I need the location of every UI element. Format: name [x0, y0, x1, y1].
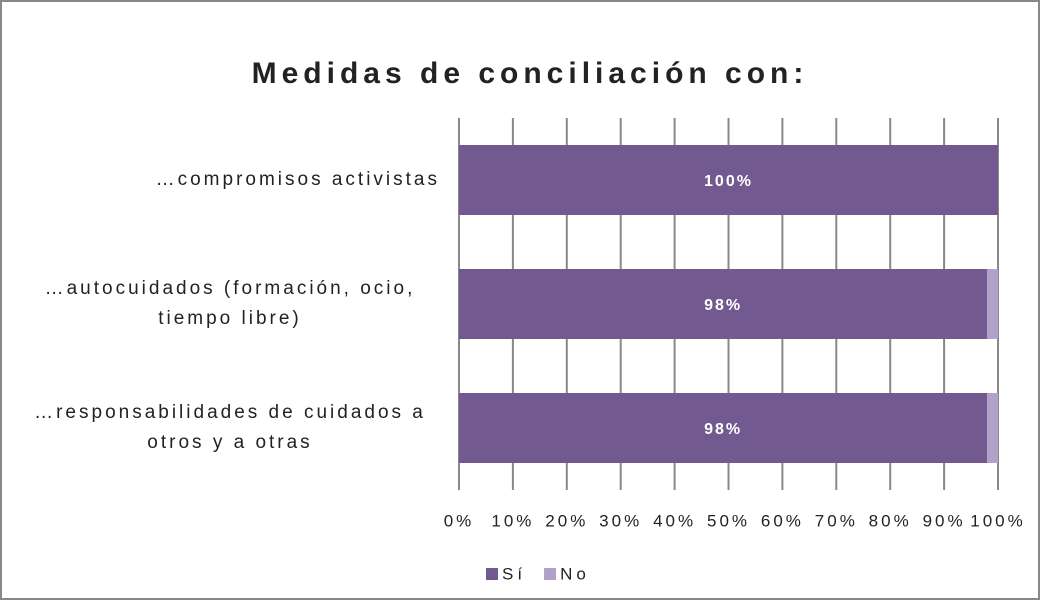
- data-label: 98%: [704, 297, 742, 314]
- x-tick-label: 0%: [444, 511, 475, 530]
- x-tick-label: 20%: [545, 511, 588, 530]
- x-tick-label: 80%: [869, 511, 912, 530]
- x-tick-label: 90%: [923, 511, 966, 530]
- data-label: 100%: [704, 173, 753, 190]
- chart-title: Medidas de conciliación con:: [252, 57, 809, 90]
- category-label-box: …autocuidados (formación, ocio, tiempo l…: [10, 264, 440, 344]
- legend-swatch: [486, 568, 498, 580]
- x-tick-label: 100%: [970, 511, 1025, 530]
- category-label-box: …compromisos activistas: [10, 140, 440, 220]
- y-tick-label: …responsabilidades de cuidados a otros y…: [34, 402, 426, 453]
- y-tick-label: …compromisos activistas: [155, 169, 440, 190]
- bar-segment: [459, 393, 988, 463]
- bar-segment: [987, 393, 998, 463]
- x-tick-label: 60%: [761, 511, 804, 530]
- bar-segment: [987, 269, 998, 339]
- y-tick-label: …autocuidados (formación, ocio, tiempo l…: [44, 278, 416, 329]
- bar-segment: [459, 145, 998, 215]
- legend-label: No: [560, 564, 590, 583]
- x-tick-label: 50%: [707, 511, 750, 530]
- legend-label: Sí: [502, 564, 526, 583]
- bar-segment: [459, 269, 988, 339]
- legend-swatch: [544, 568, 557, 580]
- data-label: 98%: [704, 421, 742, 438]
- x-tick-label: 10%: [491, 511, 534, 530]
- x-tick-label: 40%: [653, 511, 696, 530]
- x-tick-label: 30%: [599, 511, 642, 530]
- category-label-box: …responsabilidades de cuidados a otros y…: [10, 388, 440, 468]
- x-tick-label: 70%: [815, 511, 858, 530]
